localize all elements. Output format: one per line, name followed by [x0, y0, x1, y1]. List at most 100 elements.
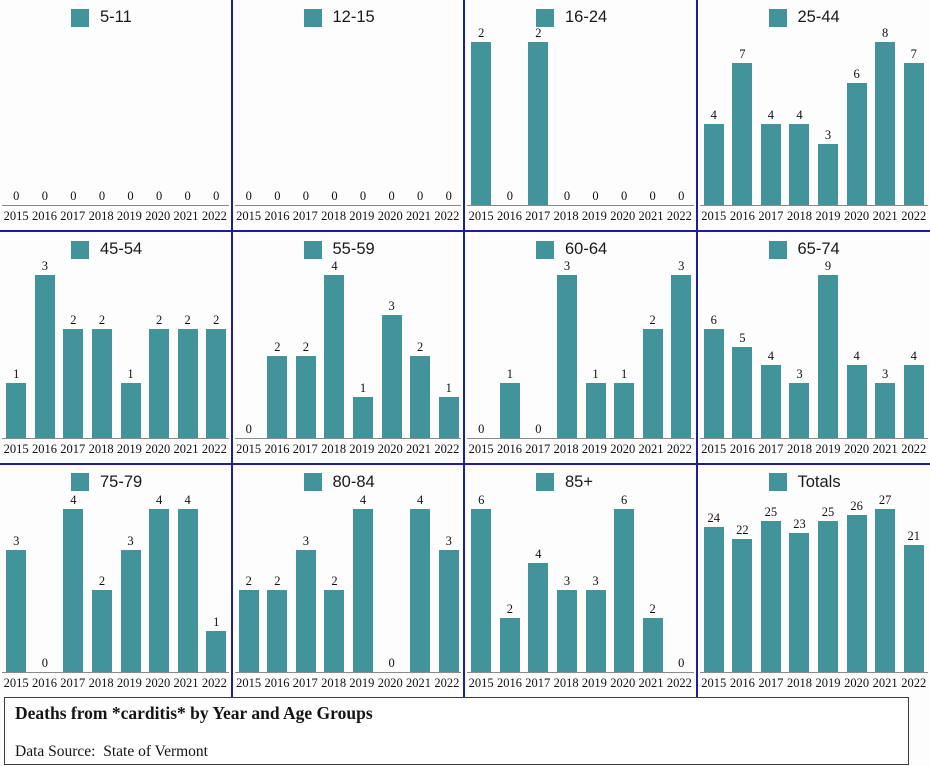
- year-tick-label: 2015: [236, 441, 262, 456]
- year-tick-label: 2016: [31, 441, 57, 456]
- legend: 80-84: [303, 472, 375, 492]
- bar-value-label: 3: [882, 367, 889, 382]
- bar: [410, 356, 431, 438]
- legend: 45-54: [71, 240, 142, 259]
- year-tick-label: 2015: [701, 675, 727, 690]
- bar-value-label: 4: [796, 107, 803, 122]
- bar-value-label: 0: [98, 189, 106, 204]
- bar-value-label: 3: [388, 299, 395, 314]
- year-tick-label: 2022: [201, 441, 227, 456]
- year-tick-label: 2020: [377, 675, 403, 690]
- bar-value-label: 0: [41, 189, 48, 204]
- bar: [732, 539, 753, 672]
- bar-value-label: 0: [155, 189, 163, 204]
- panel-45-54: 45-54 1 3 2 2 1 2 2 2 2015 2016 2017 2018 2019 2020 202…: [0, 232, 233, 465]
- chart-title: Deaths from *carditis* by Year and Age G…: [15, 703, 373, 723]
- bar: [703, 123, 724, 206]
- year-tick-label: 2019: [815, 209, 841, 224]
- year-tick-label: 2022: [434, 209, 460, 224]
- legend-swatch-icon: [303, 473, 322, 492]
- bar-value-label: 0: [445, 189, 452, 204]
- bar-value-label: 4: [331, 258, 338, 273]
- year-tick-label: 2017: [60, 441, 86, 456]
- year-tick-label: 2019: [581, 441, 607, 456]
- legend: 55-59: [303, 240, 375, 259]
- year-tick-label: 2017: [758, 209, 784, 224]
- bar: [295, 356, 316, 438]
- year-tick-label: 2020: [844, 209, 870, 224]
- bar-value-label: 26: [850, 499, 863, 514]
- bar-value-label: 2: [649, 313, 656, 327]
- panel-55-59: 55-59 0 2 2 4 1 3 2 1 2015 2016 2017 2018 2019 2020 202…: [232, 232, 465, 465]
- bar: [353, 396, 374, 438]
- x-axis: 2015 2016 2017 2018 2019 2020 2021 2022: [2, 671, 229, 695]
- year-tick-label: 2015: [701, 209, 727, 224]
- year-tick-label: 2020: [844, 675, 870, 690]
- bar-value-label: 1: [592, 367, 599, 382]
- bar: [671, 274, 692, 438]
- x-axis: 2015 2016 2017 2018 2019 2020 2021 2022: [2, 205, 229, 228]
- legend: 85+: [536, 473, 593, 492]
- bar: [846, 365, 867, 438]
- year-tick-label: 2018: [88, 675, 114, 690]
- bar: [206, 328, 227, 438]
- bar-value-label: 2: [331, 574, 338, 589]
- bar-value-label: 3: [302, 533, 310, 548]
- year-tick-label: 2016: [496, 441, 522, 456]
- year-tick-label: 2017: [292, 209, 318, 224]
- bar: [760, 521, 781, 672]
- bar: [903, 365, 924, 438]
- year-tick-label: 2021: [406, 675, 432, 690]
- bar: [63, 508, 84, 672]
- bar: [846, 83, 867, 206]
- legend-label: 80-84: [332, 472, 375, 491]
- legend-label: 45-54: [100, 240, 143, 259]
- year-tick-label: 2020: [844, 441, 870, 456]
- bar-value-label: 7: [910, 46, 917, 61]
- bar-value-label: 3: [41, 258, 48, 273]
- bar: [732, 347, 753, 438]
- bar-value-label: 2: [70, 313, 77, 327]
- year-tick-label: 2015: [468, 441, 494, 456]
- bar-value-label: 4: [767, 107, 775, 122]
- year-tick-label: 2018: [88, 209, 114, 224]
- bar: [438, 396, 459, 438]
- bar-value-label: 2: [98, 574, 106, 589]
- bar: [703, 527, 724, 672]
- bar-value-label: 24: [707, 511, 721, 526]
- bar-value-label: 2: [649, 601, 656, 616]
- bar: [91, 328, 112, 438]
- bar-value-label: 3: [445, 533, 452, 548]
- bar: [789, 123, 810, 206]
- year-tick-label: 2018: [553, 675, 579, 690]
- legend-swatch-icon: [71, 473, 89, 492]
- bar-value-label: 0: [388, 655, 395, 670]
- bar: [206, 631, 227, 672]
- data-source-label: Data Source: State of Vermont: [15, 743, 208, 760]
- year-tick-label: 2022: [666, 441, 692, 456]
- year-tick-label: 2021: [173, 209, 199, 224]
- bar-value-label: 3: [563, 574, 571, 589]
- bar-value-label: 25: [764, 505, 778, 520]
- year-tick-label: 2020: [610, 441, 636, 456]
- bar-value-label: 0: [13, 189, 20, 204]
- bar: [789, 383, 810, 438]
- year-tick-label: 2020: [610, 675, 636, 690]
- legend-label: 55-59: [332, 240, 375, 259]
- bar: [499, 617, 520, 672]
- legend-label: 25-44: [797, 8, 840, 26]
- year-tick-label: 2022: [434, 441, 460, 456]
- panel-12-15: 12-15 0 0 0 0 0 0 0 0 2015 2016 2017 2018 2019 2020 202…: [232, 0, 465, 233]
- bar-value-label: 4: [359, 492, 367, 507]
- legend-swatch-icon: [768, 240, 787, 259]
- year-tick-label: 2019: [581, 675, 607, 690]
- year-tick-label: 2019: [349, 441, 375, 456]
- year-tick-label: 2017: [525, 675, 551, 690]
- legend-swatch-icon: [536, 473, 554, 492]
- legend: 75-79: [71, 473, 142, 492]
- year-tick-label: 2018: [88, 441, 114, 456]
- legend-swatch-icon: [536, 8, 554, 27]
- bar: [818, 521, 839, 672]
- bar: [267, 590, 288, 672]
- bar-value-label: 4: [155, 492, 163, 507]
